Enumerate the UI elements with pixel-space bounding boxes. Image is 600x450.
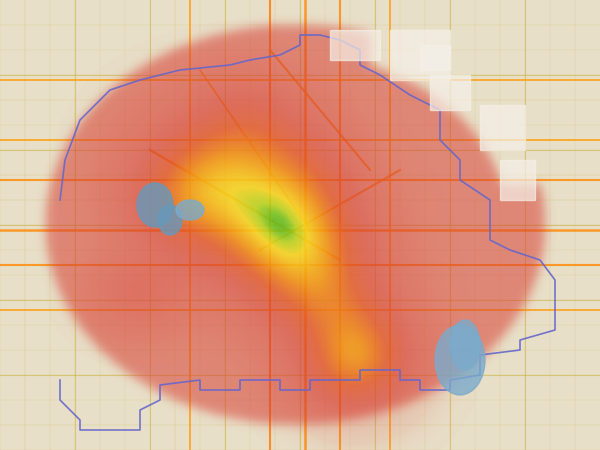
Ellipse shape <box>158 205 182 235</box>
Ellipse shape <box>137 183 173 227</box>
Bar <box>420 45 450 70</box>
Ellipse shape <box>435 325 485 395</box>
Bar <box>330 30 380 60</box>
Ellipse shape <box>450 320 480 370</box>
Ellipse shape <box>176 200 204 220</box>
Bar <box>430 75 470 110</box>
Bar <box>390 30 450 80</box>
Bar <box>500 160 535 200</box>
Bar <box>480 105 525 150</box>
